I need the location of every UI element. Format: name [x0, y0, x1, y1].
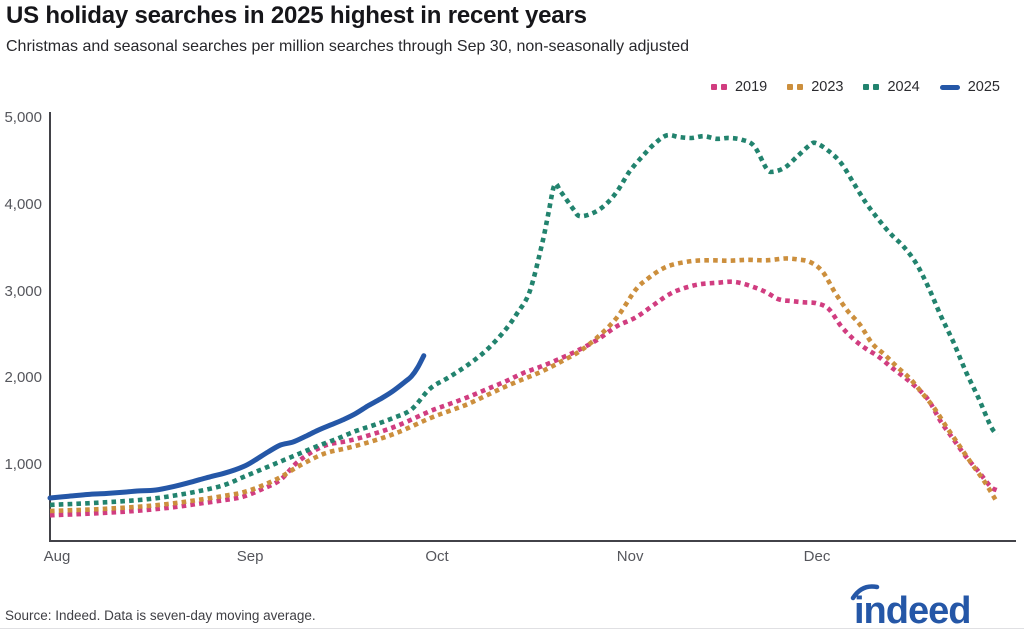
indeed-logo: indeed — [850, 581, 992, 634]
legend-item-2025: 2025 — [939, 79, 1000, 95]
y-tick-label-4000: 4,000 — [4, 195, 42, 213]
footer-divider — [0, 628, 1024, 629]
x-tick-label-Oct: Oct — [425, 548, 449, 565]
legend: 2019 2023 2024 2025 — [710, 79, 1000, 95]
y-tick-label-3000: 3,000 — [4, 282, 42, 300]
legend-label-2023: 2023 — [811, 79, 844, 95]
series-line-2025 — [47, 353, 427, 501]
legend-item-2024: 2024 — [863, 79, 920, 95]
chart-title: US holiday searches in 2025 highest in r… — [6, 2, 587, 29]
series-line-2019 — [49, 279, 998, 518]
y-tick-label-2000: 2,000 — [4, 369, 42, 387]
source-note: Source: Indeed. Data is seven-day moving… — [5, 608, 316, 623]
legend-swatch-2024 — [863, 84, 880, 90]
y-tick-label-5000: 5,000 — [4, 109, 42, 126]
logo-text: indeed — [854, 590, 970, 629]
series-line-2024 — [49, 132, 999, 508]
legend-label-2024: 2024 — [887, 79, 920, 95]
logo-arc — [850, 584, 880, 601]
legend-swatch-2023 — [787, 84, 804, 90]
legend-item-2023: 2023 — [787, 79, 843, 95]
legend-label-2019: 2019 — [734, 79, 768, 95]
x-tick-label-Sep: Sep — [236, 548, 264, 565]
series-line-2023 — [49, 256, 999, 514]
legend-swatch-2019 — [710, 84, 727, 90]
legend-label-2025: 2025 — [967, 79, 1000, 95]
x-tick-label-Nov: Nov — [616, 548, 644, 565]
x-tick-label-Dec: Dec — [803, 548, 831, 565]
legend-item-2019: 2019 — [710, 79, 768, 95]
legend-swatch-2025 — [939, 84, 960, 90]
indeed-logo-graphic: indeed — [850, 584, 971, 632]
chart-subtitle: Christmas and seasonal searches per mill… — [6, 38, 690, 55]
x-tick-label-Aug: Aug — [43, 548, 71, 565]
y-tick-label-1000: 1,000 — [4, 456, 42, 473]
